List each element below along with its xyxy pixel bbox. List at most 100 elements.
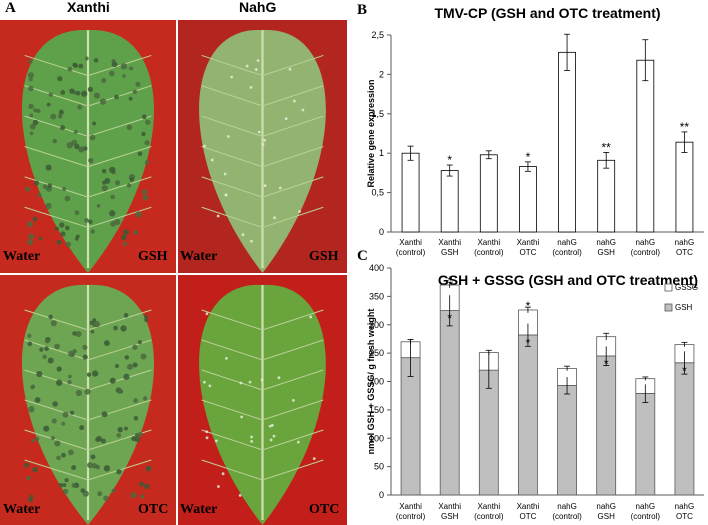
leaf-lesion	[60, 231, 66, 237]
leaf-lesion	[46, 102, 51, 107]
leaf-lesion	[133, 416, 139, 421]
leaf-vein	[201, 429, 263, 451]
leaf-lesion	[75, 330, 82, 338]
x-tick-label: nahG	[636, 502, 656, 511]
y-tick-label: 150	[369, 405, 384, 415]
leaf-lesion	[139, 481, 144, 487]
leaf-lesion	[221, 472, 225, 476]
x-tick-label: Xanthi	[517, 502, 540, 511]
leaf-lesion	[88, 157, 94, 164]
leaf-lesion	[62, 411, 69, 418]
leaf-vein	[262, 54, 324, 77]
leaf-lesion	[26, 475, 31, 481]
leaf-lesion	[129, 177, 135, 182]
leaf-lesion	[250, 435, 253, 439]
leaf-lesion	[36, 370, 43, 378]
y-tick-label: 1	[379, 148, 384, 158]
leaf-lesion	[29, 113, 34, 118]
leaf-lesion	[71, 465, 77, 471]
significance-marker-gssg: *	[447, 274, 452, 288]
bar	[479, 154, 498, 233]
leaf-lesion	[132, 362, 138, 368]
leaf-lesion	[60, 125, 66, 131]
label-gsh: GSH	[309, 249, 339, 264]
chart-title: TMV-CP (GSH and OTC treatment)	[434, 5, 660, 21]
leaf-vein	[262, 459, 324, 481]
legend-label: GSH	[675, 303, 693, 312]
significance-marker-gssg: *	[526, 299, 531, 313]
x-tick-label: GSH	[598, 248, 616, 257]
x-tick-label: GSH	[441, 512, 459, 521]
x-tick-label: (control)	[552, 512, 582, 521]
leaf-lesion	[142, 194, 149, 201]
leaf-lesion	[48, 314, 53, 320]
photo-nahg-otc	[178, 275, 347, 525]
leaf-lesion	[48, 92, 54, 97]
leaf-lesion	[87, 86, 94, 92]
leaf-vein	[201, 115, 263, 137]
leaf-lesion	[31, 438, 35, 443]
leaf-photo-svg	[0, 20, 176, 273]
leaf-lesion	[64, 195, 71, 202]
leaf-lesion	[84, 56, 89, 61]
leaf-lesion	[86, 462, 94, 469]
x-tick-label: nahG	[675, 238, 695, 247]
leaf-vein	[262, 206, 324, 228]
leaf-lesion	[203, 380, 206, 384]
leaf-lesion	[64, 478, 69, 483]
leaf-lesion	[47, 183, 53, 188]
leaf-lesion	[205, 436, 209, 440]
leaf-lesion	[101, 411, 108, 418]
leaf-lesion	[224, 193, 228, 197]
leaf-lesion	[248, 380, 252, 384]
x-tick-label: (control)	[631, 512, 661, 521]
leaf-lesion	[101, 77, 107, 83]
leaf-lesion	[205, 430, 209, 434]
x-tick-label: GSH	[598, 512, 616, 521]
x-tick-label: Xanthi	[477, 502, 500, 511]
y-tick-label: 2,5	[371, 30, 384, 40]
leaf-lesion	[28, 406, 35, 413]
significance-marker: *	[447, 153, 452, 167]
leaf-lesion	[79, 425, 85, 431]
leaf-vein	[201, 459, 263, 481]
leaf-lesion	[142, 396, 148, 401]
leaf-vein	[24, 146, 89, 168]
leaf-lesion	[144, 140, 150, 146]
gsh-gssg-chart: GSH + GSSG (GSH and OTC treatment) 0 50 100…	[366, 263, 704, 521]
leaf-lesion	[81, 90, 88, 97]
leaf-vein	[262, 85, 324, 107]
leaf-lesion	[27, 497, 34, 503]
leaf-photo-svg	[0, 275, 176, 525]
x-tick-label: nahG	[596, 502, 616, 511]
leaf-lesion	[99, 98, 107, 105]
leaf-vein	[24, 429, 89, 451]
leaf-lesion	[69, 410, 75, 415]
leaf-vein	[262, 309, 324, 331]
leaf-lesion	[28, 233, 35, 240]
leaf-lesion	[56, 379, 63, 386]
leaf-lesion	[47, 357, 54, 364]
column-title-nahg: NahG	[239, 0, 277, 15]
legend-swatch	[664, 283, 673, 292]
leaf-lesion	[277, 376, 281, 380]
leaf-lesion	[141, 131, 146, 137]
leaf-lesion	[51, 418, 57, 424]
leaf-lesion	[312, 457, 316, 461]
leaf-vein	[87, 369, 152, 391]
leaf-lesion	[124, 355, 130, 360]
y-tick-label: 50	[374, 462, 384, 472]
leaf-vein	[87, 115, 152, 137]
leaf-lesion	[100, 438, 106, 444]
leaf-lesion	[42, 184, 48, 189]
legend-label: GSSG	[675, 283, 698, 292]
y-tick-label: 250	[369, 348, 384, 358]
significance-marker-gsh: *	[526, 336, 531, 350]
label-water: Water	[180, 502, 218, 517]
leaf-lesion	[33, 180, 40, 186]
leaf-lesion	[144, 317, 149, 322]
leaf-lesion	[27, 333, 32, 338]
significance-marker: **	[602, 140, 612, 154]
leaf-lesion	[263, 184, 267, 188]
leaf-vein	[262, 339, 324, 361]
